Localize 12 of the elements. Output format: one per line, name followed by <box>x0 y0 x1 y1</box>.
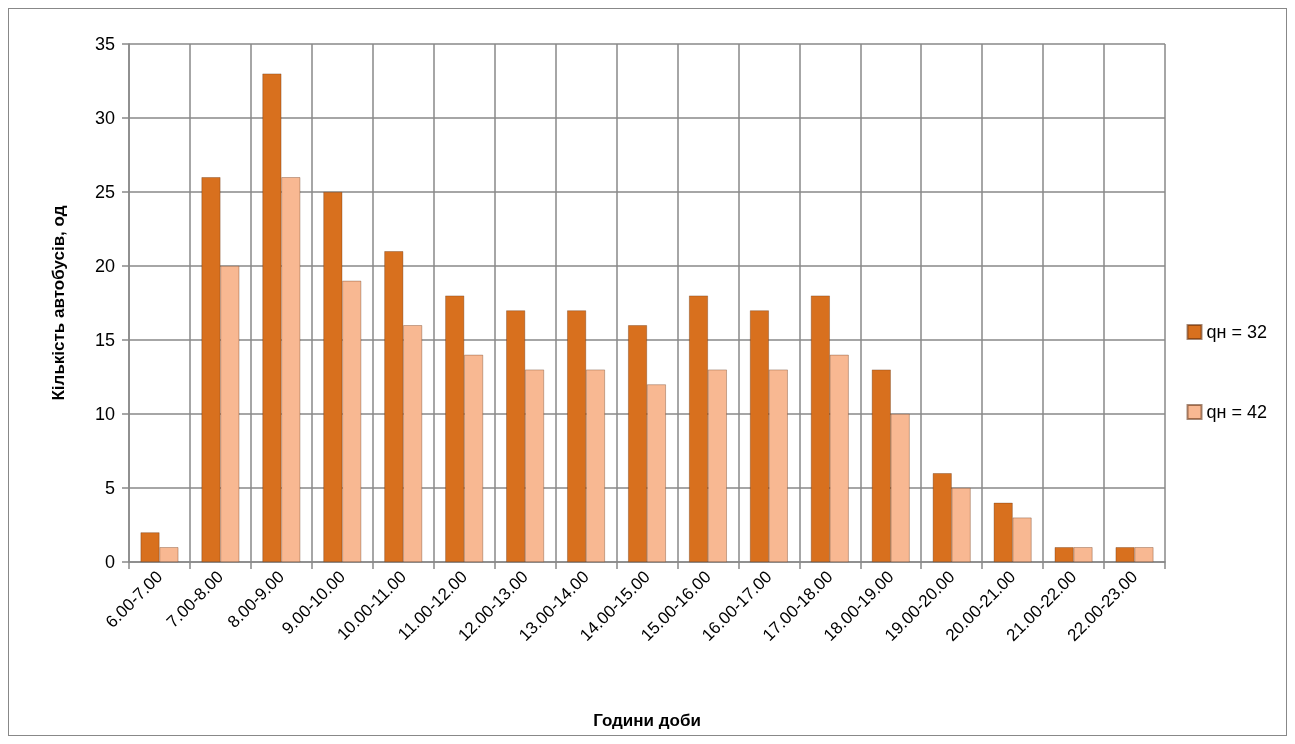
y-tick-label: 0 <box>104 552 115 572</box>
y-tick-label: 30 <box>94 108 115 128</box>
legend-label: qн = 42 <box>1206 402 1268 422</box>
y-axis-title: Кількість автобусів, од <box>49 205 68 401</box>
y-tick-label: 35 <box>94 34 115 54</box>
y-tick-label: 25 <box>94 182 115 202</box>
y-tick-label: 15 <box>94 330 115 350</box>
y-tick-label: 5 <box>104 478 115 498</box>
x-axis-title: Години доби <box>593 711 701 730</box>
legend-label: qн = 32 <box>1206 322 1268 342</box>
y-tick-label: 10 <box>94 404 115 424</box>
y-tick-label: 20 <box>94 256 115 276</box>
